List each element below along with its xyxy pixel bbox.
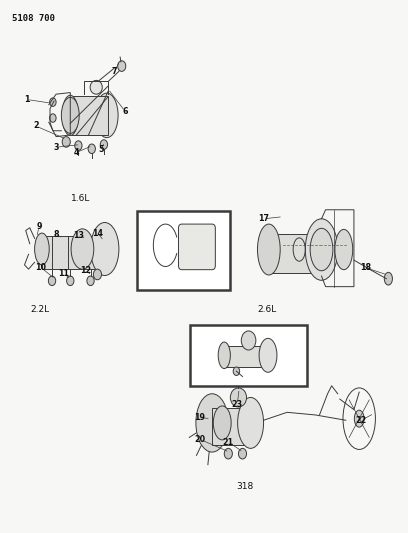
Text: 5108 700: 5108 700 [11, 13, 55, 22]
Ellipse shape [237, 398, 264, 448]
Ellipse shape [35, 233, 49, 265]
Ellipse shape [71, 229, 94, 269]
Text: 15: 15 [144, 214, 155, 223]
Ellipse shape [196, 394, 228, 452]
Bar [42, 236, 105, 269]
Ellipse shape [305, 219, 338, 280]
Text: 5: 5 [98, 146, 103, 155]
Ellipse shape [310, 228, 333, 271]
Bar [70, 96, 108, 135]
Ellipse shape [259, 338, 277, 372]
Text: 318: 318 [236, 482, 253, 491]
Ellipse shape [61, 98, 79, 133]
Ellipse shape [62, 136, 70, 147]
Ellipse shape [50, 98, 56, 107]
Ellipse shape [75, 141, 82, 150]
Ellipse shape [90, 80, 102, 94]
Text: 6: 6 [122, 107, 128, 116]
Text: 1: 1 [24, 95, 30, 104]
Bar [224, 346, 269, 367]
Text: 13: 13 [73, 231, 84, 240]
Bar [190, 325, 307, 386]
Ellipse shape [224, 448, 233, 459]
Ellipse shape [233, 367, 239, 375]
Ellipse shape [231, 388, 246, 407]
Text: 3: 3 [53, 143, 59, 152]
Text: 4: 4 [73, 148, 79, 157]
Ellipse shape [384, 272, 392, 285]
Ellipse shape [218, 342, 231, 368]
Ellipse shape [50, 114, 56, 122]
Ellipse shape [95, 93, 118, 138]
Ellipse shape [335, 229, 353, 270]
Ellipse shape [238, 448, 246, 459]
Ellipse shape [62, 95, 78, 135]
Text: 12: 12 [80, 266, 91, 274]
Ellipse shape [354, 410, 364, 427]
Ellipse shape [49, 276, 55, 286]
Text: 24: 24 [195, 373, 207, 382]
Ellipse shape [241, 331, 256, 350]
Text: 14: 14 [92, 229, 103, 238]
Ellipse shape [257, 224, 280, 275]
Text: 1.6L: 1.6L [71, 194, 90, 203]
Ellipse shape [91, 222, 119, 276]
Text: 22: 22 [356, 416, 367, 425]
Ellipse shape [213, 406, 231, 440]
Bar [269, 233, 322, 273]
Ellipse shape [67, 276, 74, 286]
Text: 10: 10 [35, 263, 47, 272]
Text: 21: 21 [223, 438, 234, 447]
Ellipse shape [100, 140, 108, 149]
Text: 16: 16 [144, 278, 155, 287]
Text: 18: 18 [360, 263, 371, 272]
Ellipse shape [118, 61, 126, 71]
Text: 7: 7 [111, 67, 117, 76]
Text: 19: 19 [195, 413, 206, 422]
Ellipse shape [87, 276, 94, 286]
Text: 2: 2 [33, 122, 39, 131]
Bar [212, 408, 251, 445]
Text: 2.6L: 2.6L [257, 305, 277, 314]
Text: 2.2L: 2.2L [30, 305, 49, 314]
FancyBboxPatch shape [178, 224, 215, 270]
Text: 17: 17 [259, 214, 269, 223]
Ellipse shape [88, 144, 95, 154]
Text: 8: 8 [53, 230, 59, 239]
Text: 20: 20 [194, 435, 206, 444]
Text: 23: 23 [232, 400, 243, 409]
Ellipse shape [93, 269, 102, 280]
Text: 25: 25 [249, 373, 260, 382]
Text: 9: 9 [36, 222, 42, 231]
Text: 11: 11 [58, 269, 69, 278]
Bar [137, 211, 231, 290]
Text: 26: 26 [286, 327, 297, 336]
